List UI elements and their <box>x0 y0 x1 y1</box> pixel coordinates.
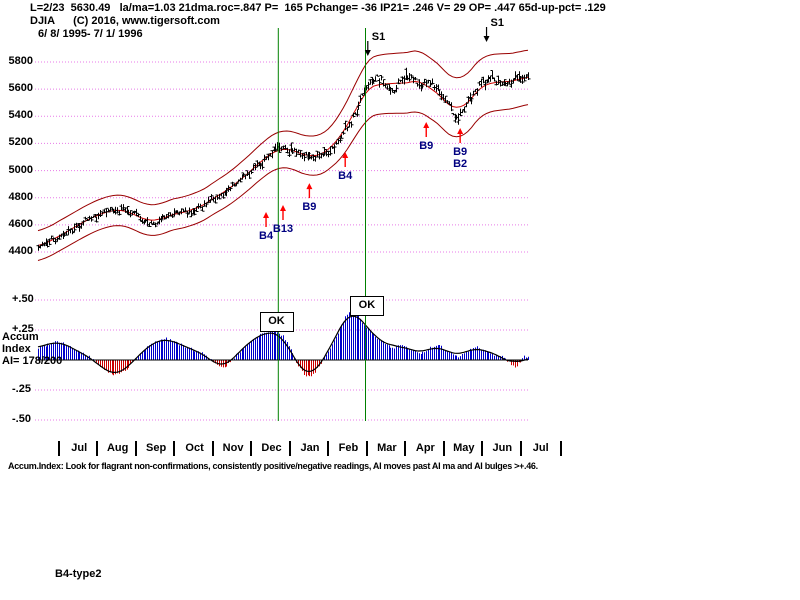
price-tick-label: 5400 <box>8 109 33 122</box>
price-tick-label: 5200 <box>8 136 33 149</box>
sell-arrow-head-icon <box>364 50 371 56</box>
buy-arrow-head-icon <box>342 152 349 158</box>
corner-label: B4-type2 <box>55 568 102 580</box>
month-label: Jan <box>288 441 329 456</box>
ai-tick-label: +.50 <box>12 293 34 305</box>
buy-arrow-head-icon <box>263 212 270 218</box>
lower-band <box>37 104 529 261</box>
price-tick-label: 4400 <box>8 245 33 257</box>
sell-arrow-head-icon <box>483 36 490 42</box>
month-label: Jul <box>58 441 98 456</box>
sell-signal-label: S1 <box>491 17 504 29</box>
buy-arrow-head-icon <box>280 205 286 211</box>
symbol-line: DJIA (C) 2016, www.tigersoft.com <box>30 15 220 27</box>
date-range-label: 6/ 8/ 1995- 7/ 1/ 1996 <box>38 28 143 40</box>
accum-label-line1: Accum <box>2 331 39 343</box>
month-label: Nov <box>211 441 252 456</box>
ai-tick-label: -.50 <box>12 413 31 425</box>
month-label: Feb <box>327 441 367 456</box>
stats-readout: L=2/23 5630.49 la/ma=1.03 21dma.roc=.847… <box>30 2 606 14</box>
month-label: Sep <box>134 441 175 456</box>
price-tick-label: 4600 <box>8 217 33 230</box>
buy-signal-label: B9 <box>453 146 467 158</box>
sell-signal-label: S1 <box>372 31 385 43</box>
buy-arrow-head-icon <box>457 128 464 134</box>
price-tick-label: 5600 <box>8 82 33 95</box>
month-label: Aug <box>96 441 136 456</box>
ai-ma-line <box>37 315 529 373</box>
ok-flag: OK <box>349 295 384 316</box>
ai-ratio-label: AI= 178/200 <box>2 355 63 367</box>
month-label: Jul <box>519 441 562 456</box>
month-label: May <box>442 441 483 456</box>
buy-signal-label: B13 <box>273 223 293 235</box>
ok-flag: OK <box>259 312 294 333</box>
footnote: Accum.Index: Look for flagrant non-confi… <box>8 461 538 471</box>
buy-signal-label: B9 <box>419 140 433 152</box>
accum-label-line2: Index <box>2 343 31 355</box>
buy-signal-label: B9 <box>302 201 316 213</box>
copyright-label: (C) 2016, www.tigersoft.com <box>73 15 220 27</box>
month-label: Jun <box>481 441 521 456</box>
price-bars <box>36 67 531 251</box>
ai-tick-label: +.25 <box>12 323 34 335</box>
month-label: Mar <box>365 441 406 456</box>
upper-band <box>37 49 529 232</box>
symbol-label: DJIA <box>30 15 56 27</box>
ai-histogram <box>38 309 529 377</box>
price-tick-label: 5000 <box>8 163 33 176</box>
sell-signals: S1 S1 <box>364 17 504 56</box>
price-tick-label: 4800 <box>8 190 33 203</box>
event-marker-lines <box>277 28 366 421</box>
buy-signal-label: B4 <box>259 230 274 242</box>
buy-signal-label: B2 <box>453 158 467 170</box>
month-label: Apr <box>404 441 444 456</box>
buy-arrow-head-icon <box>423 122 430 128</box>
buy-arrow-head-icon <box>306 183 313 190</box>
ai-tick-label: -.25 <box>12 383 31 395</box>
price-tick-label: 5800 <box>8 55 33 67</box>
buy-signal-label: B4 <box>338 170 353 182</box>
month-label: Oct <box>173 441 213 456</box>
month-label: Dec <box>250 441 290 456</box>
